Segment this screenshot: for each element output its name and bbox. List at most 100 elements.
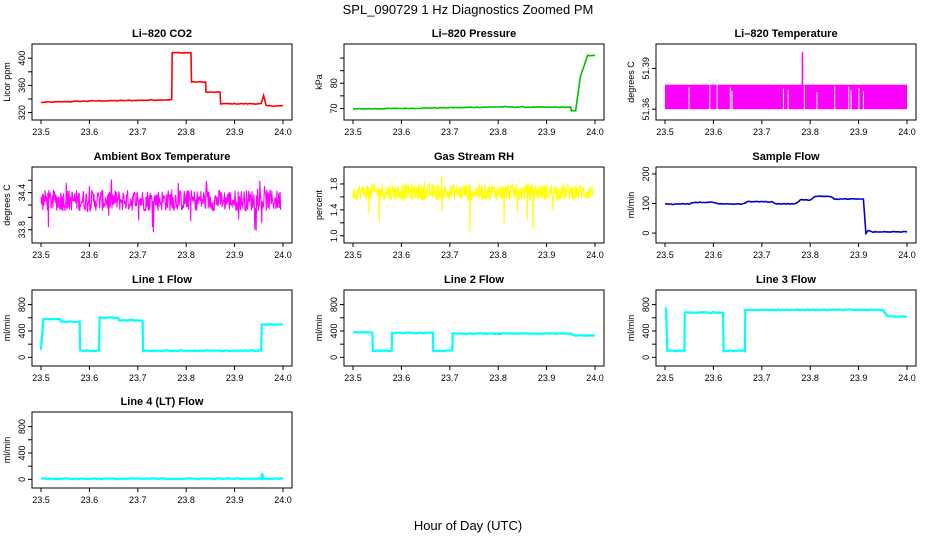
panel-title: Sample Flow <box>752 151 820 163</box>
chart-panel-6: Sample Flow ml/min 0 100 200 23.5 23.6 23.7 23.8… <box>626 151 917 260</box>
x-tick-label: 23.5 <box>656 373 674 383</box>
x-tick-label: 23.6 <box>81 250 99 260</box>
chart-panel-7: Line 1 Flow ml/min 0 400 800 23.5 23.6 23.7 23.8… <box>2 274 293 383</box>
chart-panel-2: Li–820 Pressure kPa 70 80 23.5 23.6 23.7 23.8 23… <box>314 28 605 137</box>
y-tick-label: 0 <box>17 355 27 360</box>
x-tick-label: 23.9 <box>226 373 244 383</box>
series-group <box>352 54 596 112</box>
x-tick-label: 23.9 <box>226 250 244 260</box>
series-group <box>352 330 596 353</box>
y-tick-label: 800 <box>641 297 651 312</box>
chart-panel-3: Li–820 Temperature degrees C 51.36 51.39 23.… <box>626 28 917 137</box>
x-tick-label: 24.0 <box>274 373 292 383</box>
y-tick-label: 51.39 <box>641 57 651 80</box>
x-axis-label: Hour of Day (UTC) <box>413 518 523 533</box>
y-axis-label: ml/min <box>2 437 12 464</box>
panel-title: Li–820 Temperature <box>734 28 837 40</box>
x-tick-label: 23.5 <box>32 373 50 383</box>
y-tick-label: 51.36 <box>641 98 651 121</box>
y-tick-label: 0 <box>641 355 651 360</box>
y-axis-label: ml/min <box>626 315 636 342</box>
x-tick-label: 23.9 <box>226 127 244 137</box>
x-tick-label: 24.0 <box>586 250 604 260</box>
x-tick-label: 23.7 <box>441 250 459 260</box>
x-tick-label: 23.6 <box>393 250 411 260</box>
series-group <box>40 51 284 108</box>
x-tick-label: 23.8 <box>801 250 819 260</box>
x-tick-label: 23.9 <box>538 250 556 260</box>
x-tick-label: 23.8 <box>489 373 507 383</box>
series-line <box>39 316 284 353</box>
x-tick-label: 24.0 <box>898 127 916 137</box>
chart-panel-9: Line 3 Flow ml/min 0 400 800 23.5 23.6 23.7 23.8… <box>626 274 917 383</box>
panel-frame <box>31 289 293 367</box>
y-tick-label: 1.0 <box>329 230 339 243</box>
series-line <box>664 195 908 236</box>
panel-title: Line 3 Flow <box>756 274 816 286</box>
panel-title: Gas Stream RH <box>434 151 514 163</box>
y-tick-label: 400 <box>17 323 27 338</box>
y-tick-label: 360 <box>17 78 27 93</box>
y-axis-label: kPa <box>314 74 324 90</box>
x-tick-label: 23.5 <box>344 373 362 383</box>
x-tick-label: 23.7 <box>441 127 459 137</box>
x-tick-label: 23.5 <box>656 250 674 260</box>
x-tick-label: 24.0 <box>274 495 292 505</box>
x-tick-label: 23.8 <box>801 373 819 383</box>
y-tick-label: 34.4 <box>17 184 27 202</box>
panel-title: Line 2 Flow <box>444 274 504 286</box>
panel-title: Line 4 (LT) Flow <box>121 396 204 408</box>
x-tick-label: 24.0 <box>274 250 292 260</box>
y-tick-label: 800 <box>329 297 339 312</box>
series-group <box>664 307 908 353</box>
series-line <box>352 54 596 112</box>
y-tick-label: 80 <box>329 78 339 88</box>
y-axis-label: percent <box>314 189 324 220</box>
y-axis-label: ml/min <box>626 192 636 219</box>
x-tick-label: 24.0 <box>586 127 604 137</box>
series-group <box>39 316 284 353</box>
x-tick-label: 23.7 <box>753 250 771 260</box>
chart-panel-4: Ambient Box Temperature degrees C 33.8 34.4… <box>2 151 293 260</box>
chart-panel-10: Line 4 (LT) Flow ml/min 0 400 800 23.5 23.6 23.… <box>2 396 293 505</box>
panel-frame <box>655 166 917 244</box>
series-line <box>40 51 284 108</box>
y-tick-label: 800 <box>17 419 27 434</box>
panel-frame <box>655 289 917 367</box>
x-tick-label: 23.5 <box>656 127 674 137</box>
x-tick-label: 23.6 <box>705 373 723 383</box>
series-line <box>352 330 596 353</box>
x-tick-label: 23.8 <box>177 127 195 137</box>
x-tick-label: 24.0 <box>586 373 604 383</box>
x-tick-label: 23.7 <box>441 373 459 383</box>
x-tick-label: 23.5 <box>32 250 50 260</box>
x-tick-label: 23.8 <box>801 127 819 137</box>
chart-panel-5: Gas Stream RH percent 1.0 1.4 1.8 23.5 23.6 23.… <box>314 151 605 260</box>
panel-frame <box>31 411 293 489</box>
x-tick-label: 23.8 <box>489 250 507 260</box>
x-tick-label: 23.6 <box>393 127 411 137</box>
x-tick-label: 23.6 <box>393 373 411 383</box>
x-tick-label: 23.8 <box>489 127 507 137</box>
y-tick-label: 100 <box>641 196 651 211</box>
y-tick-label: 0 <box>641 231 651 236</box>
panel-title: Li–820 Pressure <box>432 28 516 40</box>
x-tick-label: 23.6 <box>81 373 99 383</box>
x-tick-label: 23.9 <box>538 127 556 137</box>
y-tick-label: 1.4 <box>329 204 339 217</box>
panel-title: Li–820 CO2 <box>132 28 192 40</box>
x-tick-label: 23.7 <box>753 127 771 137</box>
y-axis-label: ml/min <box>314 315 324 342</box>
panel-frame <box>655 43 917 121</box>
panel-frame <box>31 43 293 121</box>
x-tick-label: 23.8 <box>177 373 195 383</box>
x-tick-label: 23.8 <box>177 250 195 260</box>
y-tick-label: 0 <box>17 477 27 482</box>
x-tick-label: 23.6 <box>705 250 723 260</box>
x-tick-label: 23.6 <box>81 495 99 505</box>
x-tick-label: 24.0 <box>898 373 916 383</box>
y-axis-label: ml/min <box>2 315 12 342</box>
y-tick-label: 400 <box>329 323 339 338</box>
y-tick-label: 400 <box>17 51 27 66</box>
